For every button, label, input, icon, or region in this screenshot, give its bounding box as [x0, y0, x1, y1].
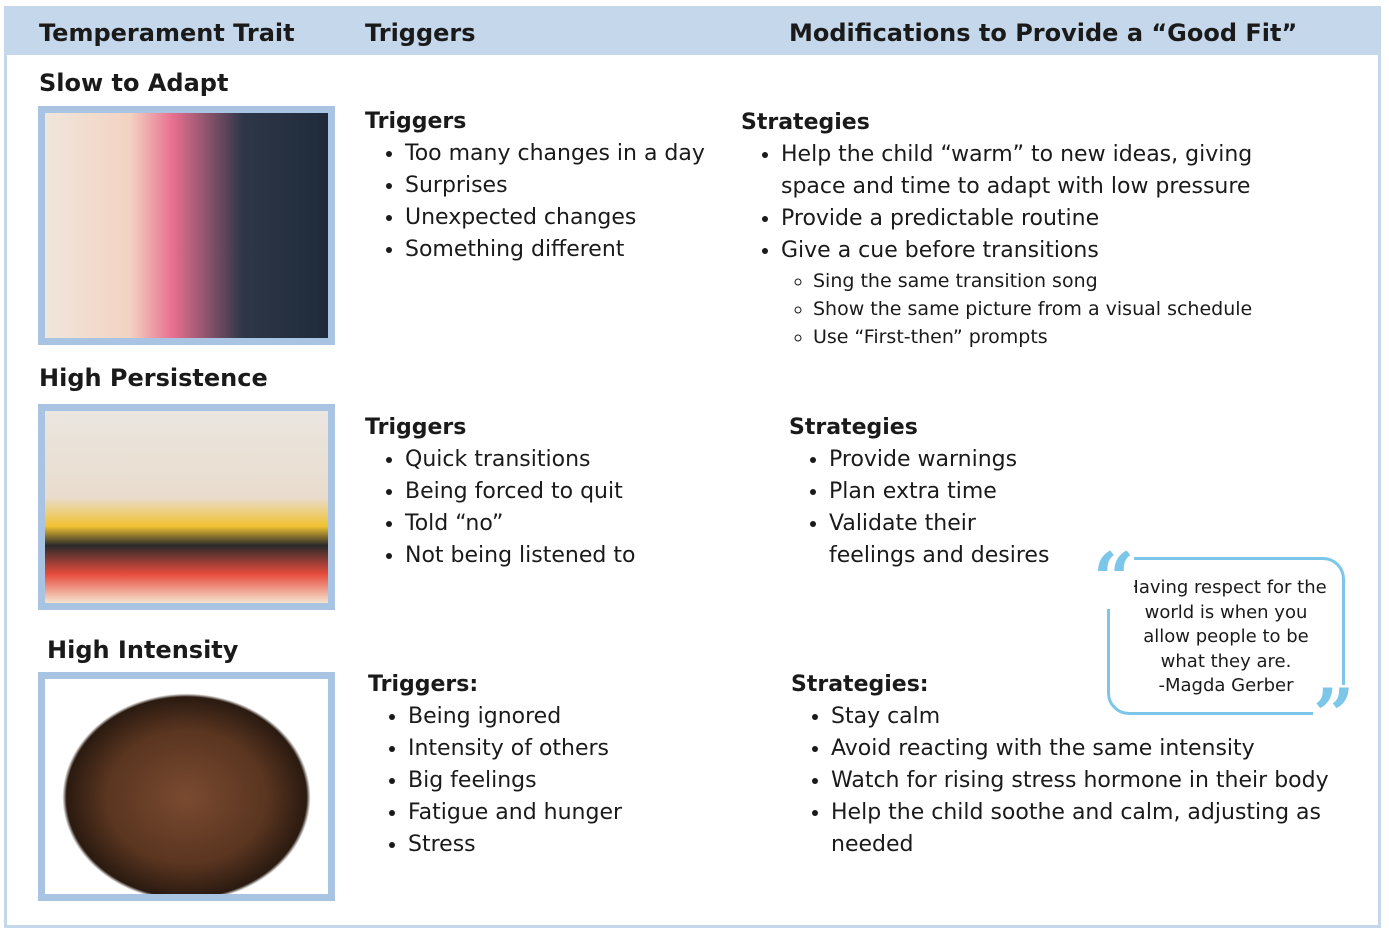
triggers-block: Triggers Too many changes in a daySurpris… [365, 109, 705, 266]
triggers-list: Too many changes in a daySurprisesUnexpe… [365, 138, 705, 266]
trait-title: Slow to Adapt [39, 69, 229, 97]
quote-box: Having respect for the world is when you… [1107, 557, 1345, 715]
strategies-heading: Strategies: [791, 672, 929, 697]
strategy-text: Avoid reacting with the same intensity [831, 736, 1255, 761]
trigger-item: Big feelings [408, 765, 708, 797]
triggers-block: Triggers Quick transitionsBeing forced to… [365, 415, 705, 572]
strategies-list: Stay calm Avoid reacting with the same in… [791, 701, 1331, 861]
strategies-block: Strategies: Stay calm Avoid reacting with … [791, 672, 1331, 861]
strategy-item: Stay calm [831, 701, 1331, 733]
strategy-item: Help the child “warm” to new ideas, givi… [781, 139, 1321, 203]
sub-item: Use “First-then” prompts [813, 323, 1321, 351]
strategy-item: Provide a predictable routine [781, 203, 1321, 235]
strategies-heading: Strategies [741, 110, 870, 135]
strategy-text: Watch for rising stress hormone in their… [831, 768, 1329, 793]
sub-item: Show the same picture from a visual sche… [813, 295, 1321, 323]
trigger-item: Told “no” [405, 508, 705, 540]
trigger-item: Quick transitions [405, 444, 705, 476]
strategy-text: Provide warnings [829, 447, 1018, 472]
triggers-heading: Triggers [365, 415, 467, 440]
strategies-block: Strategies Provide warnings Plan extra tim… [789, 415, 1069, 572]
strategy-text: Help the child “warm” to new ideas, givi… [781, 142, 1253, 199]
triggers-heading: Triggers: [368, 672, 479, 697]
photo [38, 672, 335, 901]
strategy-item: Watch for rising stress hormone in their… [831, 765, 1331, 797]
photo [38, 106, 335, 345]
trigger-item: Stress [408, 829, 708, 861]
strategies-heading: Strategies [789, 415, 918, 440]
trait-title: High Intensity [47, 636, 239, 664]
strategy-text: Validate their feelings and desires [829, 511, 1050, 568]
strategy-text: Give a cue before transitions [781, 238, 1099, 263]
trigger-item: Too many changes in a day [405, 138, 705, 170]
trigger-item: Unexpected changes [405, 202, 705, 234]
triggers-list: Quick transitionsBeing forced to quitTol… [365, 444, 705, 572]
strategy-item: Validate their feelings and desires [829, 508, 1069, 572]
quote-mark: “ [1093, 536, 1135, 621]
photo [38, 404, 335, 610]
quote-mark: ” [1313, 672, 1355, 757]
quote-text: Having respect for the world is when you… [1125, 577, 1327, 672]
sub-list: Sing the same transition songShow the sa… [781, 267, 1321, 351]
header-cell: Triggers [365, 19, 476, 47]
trait-title: High Persistence [39, 364, 268, 392]
header-band: Temperament Trait Triggers Modifications… [7, 9, 1378, 55]
quote-author: -Magda Gerber [1158, 675, 1294, 696]
trigger-item: Not being listened to [405, 540, 705, 572]
strategy-item: Help the child soothe and calm, adjustin… [831, 797, 1331, 861]
trigger-item: Being ignored [408, 701, 708, 733]
strategy-text: Provide a predictable routine [781, 206, 1100, 231]
triggers-list: Being ignoredIntensity of othersBig feel… [368, 701, 708, 861]
trigger-item: Surprises [405, 170, 705, 202]
strategies-block: Strategies Help the child “warm” to new i… [741, 110, 1321, 351]
strategy-text: Stay calm [831, 704, 941, 729]
strategies-list: Help the child “warm” to new ideas, givi… [741, 139, 1321, 351]
sub-item: Sing the same transition song [813, 267, 1321, 295]
header-cell: Modifications to Provide a “Good Fit” [789, 19, 1298, 47]
strategy-item: Plan extra time [829, 476, 1069, 508]
strategy-item: Avoid reacting with the same intensity [831, 733, 1331, 765]
trigger-item: Something different [405, 234, 705, 266]
strategy-text: Plan extra time [829, 479, 997, 504]
strategy-item: Give a cue before transitions Sing the sa… [781, 235, 1321, 351]
triggers-block: Triggers: Being ignoredIntensity of other… [368, 672, 708, 861]
triggers-heading: Triggers [365, 109, 467, 134]
page: Temperament Trait Triggers Modifications… [4, 6, 1381, 928]
trigger-item: Intensity of others [408, 733, 708, 765]
trigger-item: Fatigue and hunger [408, 797, 708, 829]
trigger-item: Being forced to quit [405, 476, 705, 508]
strategies-list: Provide warnings Plan extra time Validate … [789, 444, 1069, 572]
strategy-item: Provide warnings [829, 444, 1069, 476]
strategy-text: Help the child soothe and calm, adjustin… [831, 800, 1321, 857]
header-cell: Temperament Trait [39, 19, 295, 47]
